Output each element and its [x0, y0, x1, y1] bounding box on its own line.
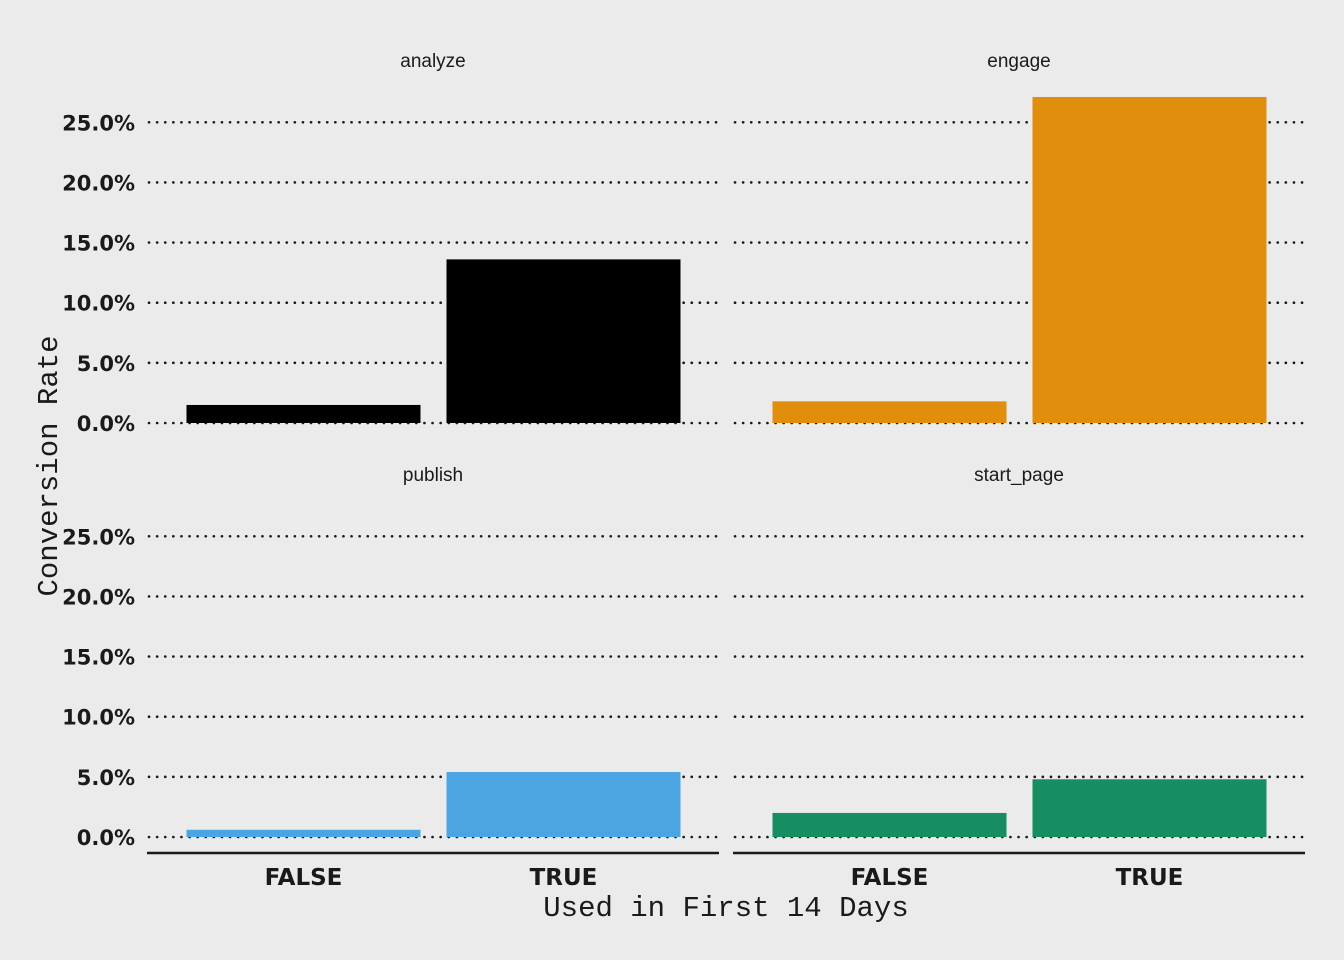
y-tick-label: 15.0%: [62, 646, 135, 670]
bar: [772, 401, 1007, 423]
grid-layer: [147, 120, 1305, 855]
bar: [186, 829, 421, 837]
x-tick-label: FALSE: [851, 865, 929, 891]
bar: [1032, 96, 1267, 423]
x-axis-title: Used in First 14 Days: [543, 892, 908, 925]
x-tick-label: TRUE: [530, 865, 598, 891]
y-tick-label: 5.0%: [77, 766, 135, 790]
bar: [446, 259, 681, 423]
bars-layer: [186, 96, 1267, 837]
y-tick-label: 10.0%: [62, 706, 135, 730]
facet-title: engage: [987, 51, 1050, 72]
facet-title: analyze: [400, 51, 466, 72]
y-tick-label: 20.0%: [62, 585, 135, 609]
facet-title: publish: [403, 465, 463, 486]
y-tick-label: 0.0%: [77, 412, 135, 436]
bar: [772, 812, 1007, 837]
y-axis-title: Conversion Rate: [33, 335, 66, 596]
bar: [1032, 779, 1267, 837]
y-tick-label: 15.0%: [62, 232, 135, 256]
y-tick-label: 0.0%: [77, 826, 135, 850]
y-tick-label: 25.0%: [62, 525, 135, 549]
text-layer: analyze 0.0% 5.0% 10.0% 15.0% 20.0% 25.0% engag…: [62, 51, 1183, 891]
bar: [186, 404, 421, 423]
bar: [446, 772, 681, 837]
x-tick-label: FALSE: [265, 865, 343, 891]
y-tick-label: 5.0%: [77, 352, 135, 376]
y-tick-label: 20.0%: [62, 171, 135, 195]
x-tick-label: TRUE: [1116, 865, 1184, 891]
facet-title: start_page: [974, 465, 1064, 486]
y-tick-label: 10.0%: [62, 292, 135, 316]
y-tick-label: 25.0%: [62, 111, 135, 135]
